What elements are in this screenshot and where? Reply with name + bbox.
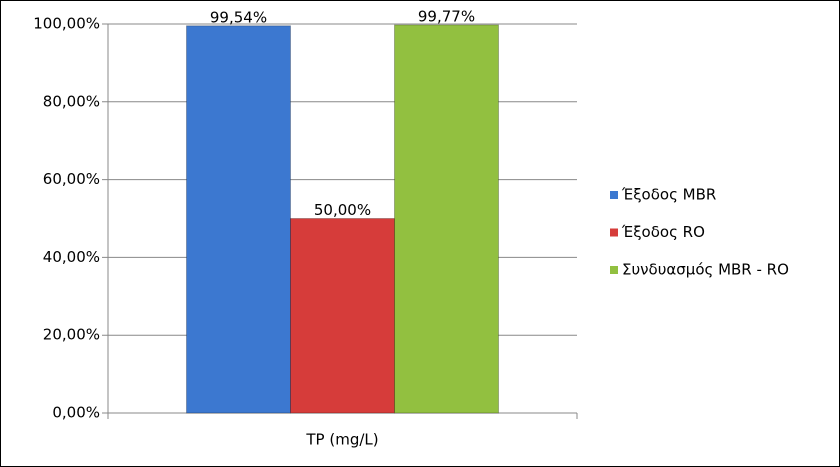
legend-label: Συνδυασμός MBR - RO bbox=[622, 261, 789, 279]
y-tick-label: 40,00% bbox=[43, 248, 100, 266]
value-label: 50,00% bbox=[314, 201, 371, 219]
legend-label: Έξοδος RO bbox=[621, 223, 705, 241]
value-label: 99,54% bbox=[210, 8, 267, 26]
y-tick-label: 0,00% bbox=[52, 404, 100, 422]
x-tick-label: TP (mg/L) bbox=[305, 431, 378, 449]
legend-swatch bbox=[610, 191, 618, 199]
value-label: 99,77% bbox=[418, 7, 475, 25]
y-tick-label: 100,00% bbox=[33, 15, 100, 33]
y-tick-label: 20,00% bbox=[43, 326, 100, 344]
bar bbox=[394, 24, 499, 414]
bar bbox=[186, 25, 291, 414]
legend-swatch bbox=[610, 266, 618, 274]
legend-label: Έξοδος MBR bbox=[621, 186, 716, 204]
y-tick-label: 80,00% bbox=[43, 92, 100, 110]
y-tick-label: 60,00% bbox=[43, 170, 100, 188]
bar bbox=[290, 218, 395, 414]
legend-swatch bbox=[610, 228, 618, 237]
